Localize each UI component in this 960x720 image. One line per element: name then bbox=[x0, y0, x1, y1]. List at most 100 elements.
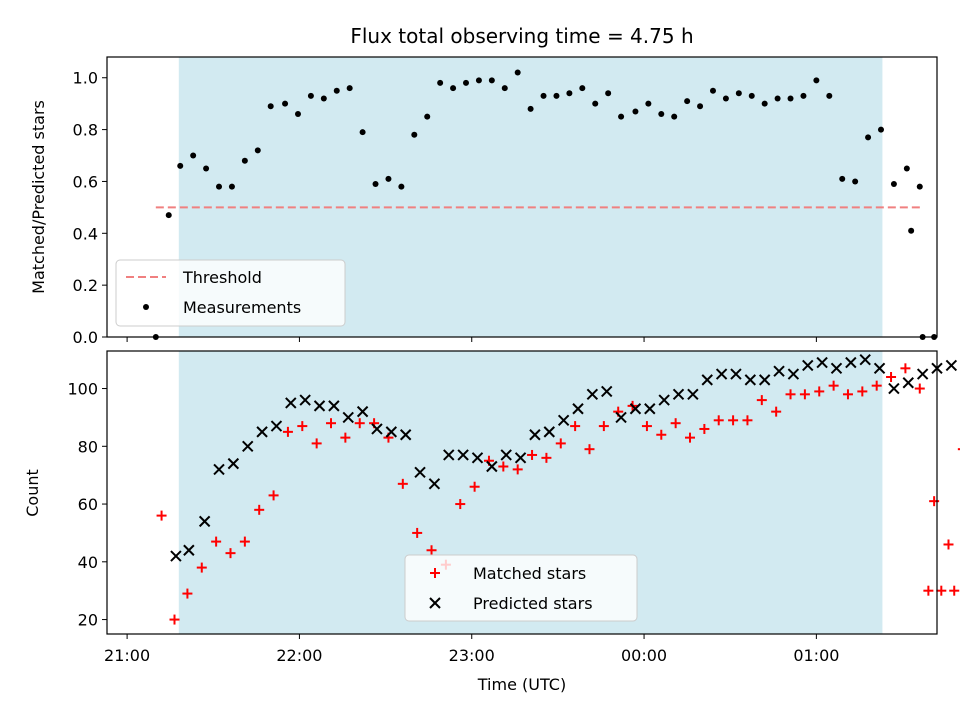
y-tick-label: 80 bbox=[78, 437, 98, 456]
measurement-point bbox=[903, 165, 910, 172]
matched-star-point bbox=[670, 418, 681, 429]
predicted-star-point bbox=[414, 466, 426, 478]
measurement-point bbox=[346, 85, 353, 92]
top-legend: Threshold Measurements bbox=[115, 259, 346, 327]
measurement-point bbox=[645, 100, 652, 107]
bottom-panel: 20 40 60 80 100 21:00 22:00 23:00 00:00 01:00 Matc… bbox=[67, 350, 960, 665]
matched-star-point bbox=[527, 449, 538, 460]
predicted-star-point bbox=[529, 429, 541, 441]
matched-star-point bbox=[886, 371, 897, 382]
predicted-star-point bbox=[313, 400, 326, 412]
measurement-point bbox=[190, 152, 197, 159]
measurement-point bbox=[826, 92, 833, 99]
measurement-point bbox=[514, 69, 521, 76]
predicted-star-point bbox=[658, 394, 670, 406]
measurement-point bbox=[501, 85, 508, 92]
matched-star-point bbox=[728, 415, 739, 426]
measurement-point bbox=[165, 212, 172, 219]
axes-frame bbox=[106, 56, 938, 338]
legend-measurement-label: Measurements bbox=[183, 298, 301, 317]
predicted-star-point bbox=[902, 377, 914, 389]
matched-star-point bbox=[842, 389, 853, 400]
measurement-point bbox=[424, 113, 431, 120]
matched-star-point bbox=[771, 406, 782, 417]
measurement-point bbox=[437, 79, 444, 86]
y-tick-label: 60 bbox=[78, 495, 98, 514]
y-tick-label: 0.6 bbox=[73, 172, 98, 191]
predicted-star-point bbox=[399, 429, 412, 441]
measurement-point bbox=[908, 227, 915, 234]
matched-star-point bbox=[713, 415, 724, 426]
measurement-point bbox=[553, 92, 560, 99]
matched-star-point bbox=[570, 421, 581, 432]
measurement-point bbox=[450, 85, 457, 92]
predicted-star-point bbox=[457, 449, 469, 461]
matched-star-point bbox=[311, 438, 322, 449]
predicted-star-point bbox=[701, 374, 713, 386]
measurement-point bbox=[761, 100, 768, 107]
predicted-star-point bbox=[342, 411, 354, 424]
measurement-point bbox=[697, 103, 704, 110]
predicted-star-point bbox=[586, 388, 599, 401]
matched-star-point bbox=[929, 496, 940, 507]
measurement-point bbox=[658, 111, 665, 118]
measurement-point bbox=[385, 175, 392, 182]
matched-star-point bbox=[156, 510, 167, 521]
matched-star-point bbox=[469, 481, 480, 492]
measurement-point bbox=[216, 183, 223, 190]
predicted-star-point bbox=[198, 515, 211, 528]
measurement-point bbox=[852, 178, 859, 185]
predicted-star-point bbox=[758, 374, 771, 386]
y-tick-label: 1.0 bbox=[73, 69, 98, 88]
matched-star-point bbox=[584, 444, 595, 455]
x-tick-label: 01:00 bbox=[793, 646, 839, 665]
matched-star-point bbox=[900, 363, 911, 374]
measurement-point bbox=[475, 77, 482, 84]
measurement-point bbox=[282, 100, 289, 107]
predicted-star-point bbox=[601, 385, 613, 398]
measurement-point bbox=[839, 175, 846, 182]
predicted-star-point bbox=[557, 414, 570, 427]
matched-star-point bbox=[785, 389, 796, 400]
measurement-point bbox=[684, 98, 691, 105]
predicted-star-point bbox=[845, 356, 857, 369]
measurement-point bbox=[462, 79, 469, 86]
predicted-star-point bbox=[227, 457, 240, 470]
measurement-point bbox=[241, 157, 248, 164]
matched-star-point bbox=[225, 548, 236, 559]
predicted-star-point bbox=[486, 460, 498, 473]
predicted-star-point bbox=[830, 362, 843, 375]
measurement-point bbox=[709, 87, 716, 94]
legend-threshold-label: Threshold bbox=[182, 268, 262, 287]
measurement-point bbox=[228, 183, 235, 190]
predicted-star-point bbox=[644, 403, 656, 415]
y-tick-label: 0.4 bbox=[73, 224, 98, 243]
y-tick-label: 20 bbox=[78, 611, 98, 630]
measurement-point bbox=[632, 108, 639, 115]
predicted-star-point bbox=[859, 353, 871, 366]
predicted-star-point bbox=[888, 382, 900, 395]
measurement-point bbox=[618, 113, 625, 120]
matched-star-point bbox=[555, 438, 566, 449]
predicted-star-point bbox=[744, 374, 757, 386]
measurement-point bbox=[411, 131, 418, 138]
matched-star-point bbox=[699, 423, 710, 434]
predicted-star-point bbox=[816, 356, 828, 369]
measurement-point bbox=[566, 90, 573, 97]
predicted-star-point bbox=[285, 397, 297, 409]
predicted-star-point bbox=[270, 420, 283, 432]
measurement-point bbox=[267, 103, 274, 110]
predicted-star-point bbox=[687, 388, 699, 401]
matched-star-point bbox=[814, 386, 825, 397]
matched-star-point bbox=[254, 504, 265, 515]
matched-star-point bbox=[340, 432, 351, 443]
legend-predicted-swatch bbox=[429, 597, 441, 609]
matched-star-point bbox=[641, 421, 652, 432]
measurement-point bbox=[579, 85, 586, 92]
bottom-y-axis-label: Count bbox=[23, 469, 42, 517]
matched-star-point bbox=[943, 539, 954, 550]
matched-star-point bbox=[512, 464, 523, 475]
predicted-star-point bbox=[773, 365, 785, 377]
measurement-point bbox=[800, 92, 807, 99]
